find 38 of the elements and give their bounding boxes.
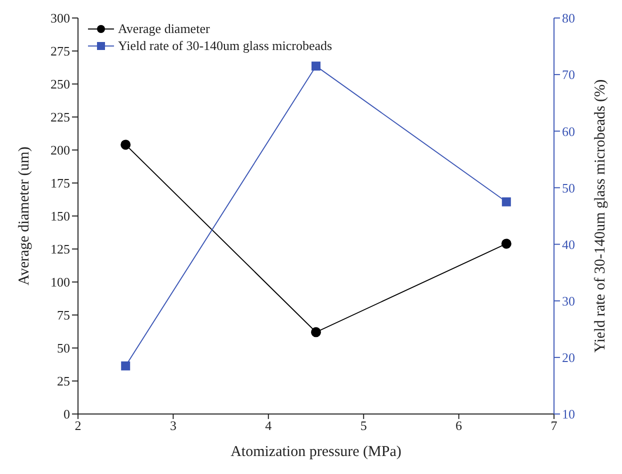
y-tick-label: 250 [50, 76, 70, 92]
y2-tick-label: 20 [562, 350, 575, 366]
legend-label: Yield rate of 30-140um glass microbeads [118, 38, 332, 54]
y2-tick-label: 60 [562, 124, 575, 139]
y-tick-label: 100 [50, 274, 70, 290]
point [501, 238, 512, 249]
y-tick-label: 75 [57, 308, 70, 323]
y-tick-label: 275 [50, 44, 70, 59]
x-tick-label: 2 [74, 418, 82, 434]
x-tick-label: 7 [550, 418, 558, 434]
y-tick-label: 300 [50, 10, 70, 26]
legend-label: Average diameter [118, 20, 210, 36]
point [502, 197, 511, 206]
y2-tick-label: 70 [562, 67, 575, 82]
y2-tick-label: 30 [562, 293, 575, 308]
y-tick-label: 200 [50, 142, 70, 158]
x-tick-label: 3 [170, 418, 176, 434]
y-tick-label: 175 [50, 176, 70, 191]
y2-tick-label: 50 [562, 180, 575, 196]
y2-tick-label: 80 [562, 10, 575, 26]
y-tick-label: 125 [50, 242, 70, 257]
y-tick-label: 150 [50, 208, 70, 224]
y-tick-label: 0 [64, 406, 70, 422]
x-axis-title: Atomization pressure (MPa) [230, 444, 402, 460]
y2-tick-label: 40 [562, 236, 575, 252]
y-axis-title: Average diameter (um) [16, 146, 32, 286]
point [121, 361, 130, 370]
y2-tick-label: 10 [562, 406, 575, 422]
point [311, 327, 321, 338]
point [120, 140, 131, 150]
y-tick-label: 25 [57, 374, 70, 389]
x-tick-label: 4 [265, 418, 272, 434]
y2-axis-title: Yield rate of 30-140um glass microbeads (%) [592, 79, 608, 353]
x-tick-label: 5 [360, 418, 367, 434]
y-tick-label: 50 [57, 340, 70, 356]
point [312, 62, 320, 71]
x-tick-label: 6 [456, 418, 463, 434]
y-tick-label: 225 [50, 110, 70, 125]
